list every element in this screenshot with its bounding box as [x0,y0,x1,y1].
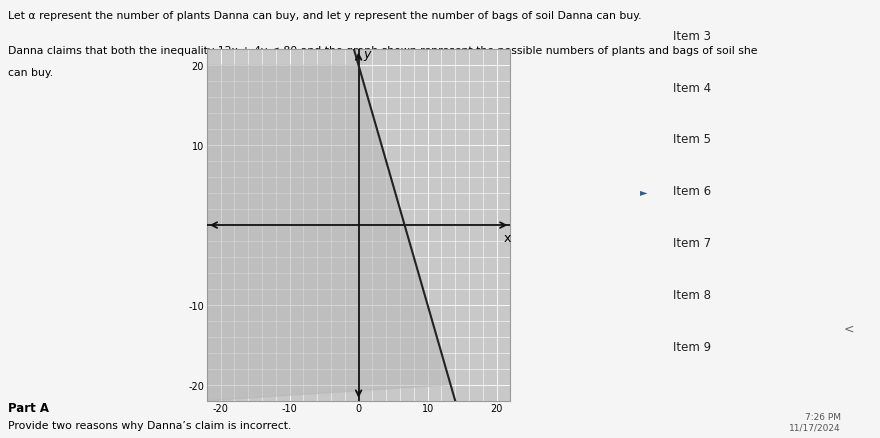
Text: Item 4: Item 4 [672,81,711,94]
Text: Item 8: Item 8 [672,288,711,301]
Text: Item 9: Item 9 [672,340,711,353]
Text: Let α represent the number of plants Danna can buy, and let y represent the numb: Let α represent the number of plants Dan… [8,11,642,21]
Text: Item 7: Item 7 [672,237,711,249]
Text: <: < [844,322,854,335]
Text: x: x [503,231,510,244]
Text: Item 6: Item 6 [672,185,711,198]
Text: Item 5: Item 5 [672,133,711,146]
Polygon shape [207,66,451,401]
Text: ►: ► [640,186,648,196]
Text: Item 3: Item 3 [672,30,711,42]
Text: Danna claims that both the inequality 12x + 4y ≤ 80 and the graph shown represen: Danna claims that both the inequality 12… [8,46,758,56]
Text: 7:26 PM
11/17/2024: 7:26 PM 11/17/2024 [789,412,841,431]
Text: Part A: Part A [8,401,48,414]
Text: can buy.: can buy. [8,68,53,78]
Text: y: y [363,48,370,61]
Text: Provide two reasons why Danna’s claim is incorrect.: Provide two reasons why Danna’s claim is… [8,420,291,430]
